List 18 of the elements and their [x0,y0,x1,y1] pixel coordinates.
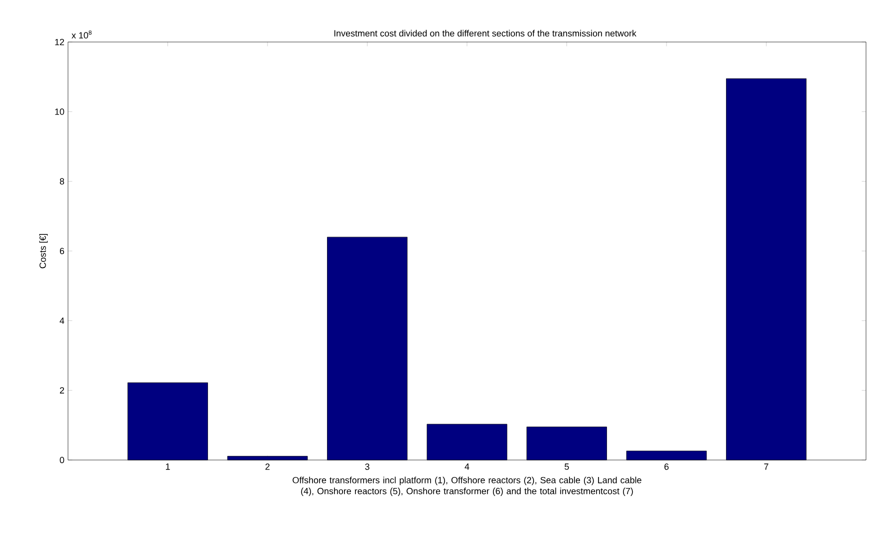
y-axis-title: Costs [€] [39,234,48,268]
y-tick-label: 4 [60,318,64,324]
x-tick-label: 7 [764,464,768,470]
chart-title: Investment cost divided on the different sections of the transmission network [334,30,636,37]
x-axis-title: Offshore transformers incl platform (1), Offshore reactors (2), Sea cable (3) Land cable (4), Onshore reactors (5), Onshore transformer (6) and the total investmentcost (7) [292,476,642,496]
text: x 10$^{8}$ [72,30,92,38]
y-tick-label: 12 [55,38,64,46]
y-tick-label: 6 [60,248,64,254]
x-tick-label: 5 [564,464,569,470]
x-tick-label: 4 [464,464,470,470]
x-tick-label: 6 [664,464,669,470]
x-tick-label: 1 [166,464,170,470]
x-tick-label: 3 [365,464,370,470]
y-tick-label: 10 [55,108,64,115]
x-tick-label: 2 [265,464,270,470]
y-tick-label: 2 [60,387,64,394]
y-tick-label: 8 [60,178,64,185]
y-tick-label: 0 [60,456,64,464]
